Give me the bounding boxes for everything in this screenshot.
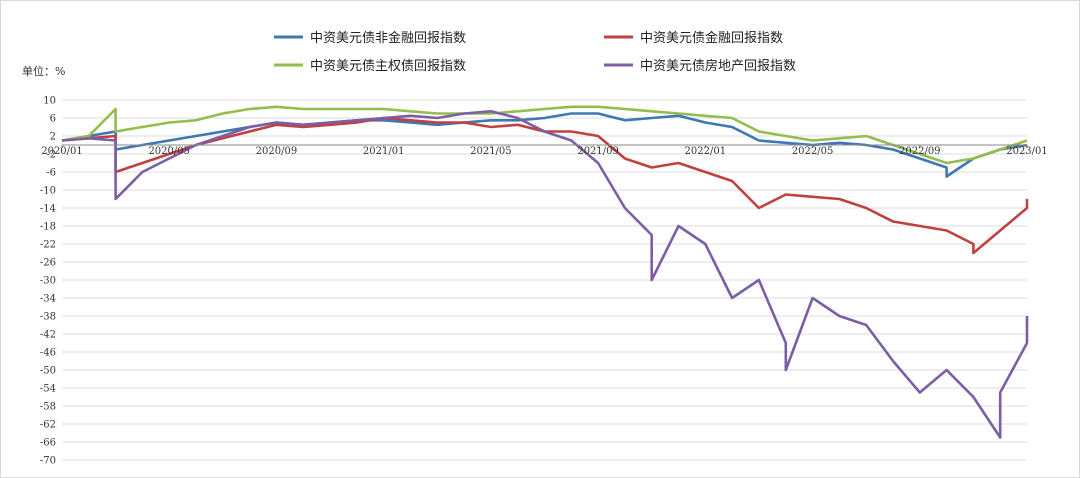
y-tick-label: -34 (40, 294, 56, 305)
y-tick-label: -10 (40, 186, 56, 197)
y-tick-label: -26 (40, 258, 56, 269)
x-tick-label: 2022/01 (685, 146, 727, 157)
y-tick-label: -30 (40, 276, 56, 287)
series-line-1 (61, 116, 1029, 255)
legend-label-sovereign: 中资美元债主权债回报指数 (310, 58, 466, 74)
y-tick-label: -18 (40, 222, 56, 233)
x-tick-label: 2023/01 (1006, 146, 1048, 157)
x-tick-label: 2020/09 (256, 146, 298, 157)
legend-item-realestate: 中资美元债房地产回报指数 (604, 58, 796, 74)
legend: 中资美元债非金融回报指数 中资美元债金融回报指数 中资美元债主权债回报指数 中资… (274, 30, 796, 74)
legend-item-sovereign: 中资美元债主权债回报指数 (274, 58, 466, 74)
series-line-2 (61, 105, 1028, 165)
y-tick-label: -58 (40, 402, 56, 413)
y-tick-label: -42 (40, 330, 56, 341)
x-tick-label: 2020/05 (148, 146, 190, 157)
gridlines (62, 99, 1027, 461)
unit-label: 单位：% (22, 64, 65, 78)
legend-item-nonfinancial: 中资美元债非金融回报指数 (274, 30, 466, 46)
x-axis-ticks: 2020/01 2020/05 2020/09 2021/01 2021/05 2021/… (41, 144, 1048, 157)
x-tick-label: 2022/09 (899, 146, 941, 157)
y-tick-label: -70 (40, 456, 56, 467)
y-tick-label: 10 (43, 96, 56, 107)
y-tick-label: 6 (50, 114, 56, 125)
y-axis-ticks: 10 6 2 -2 -6 -10 -14 -18 -22 -26 -30 -34 -38 -42 -46 -5… (40, 96, 56, 467)
y-tick-label: -50 (40, 366, 56, 377)
legend-label-nonfinancial: 中资美元债非金融回报指数 (310, 30, 466, 46)
y-tick-label: -22 (40, 240, 56, 251)
series-line-0 (61, 112, 1028, 178)
y-tick-label: -54 (40, 384, 56, 395)
x-tick-label: 2022/05 (792, 146, 834, 157)
y-tick-label: 2 (50, 132, 56, 143)
x-tick-label: 2021/05 (470, 146, 512, 157)
y-tick-label: -62 (40, 420, 56, 431)
series-lines (61, 105, 1029, 439)
x-tick-label: 2021/01 (363, 146, 405, 157)
x-tick-label: 2020/01 (41, 146, 83, 157)
legend-label-realestate: 中资美元债房地产回报指数 (640, 58, 796, 74)
legend-label-financial: 中资美元债金融回报指数 (640, 30, 783, 46)
y-tick-label: -14 (40, 204, 56, 215)
legend-item-financial: 中资美元债金融回报指数 (604, 30, 783, 46)
x-tick-label: 2021/09 (577, 146, 619, 157)
y-tick-label: -66 (40, 438, 56, 449)
y-tick-label: -38 (40, 312, 56, 323)
y-tick-label: -6 (46, 168, 56, 179)
series-line-3 (61, 110, 1029, 439)
y-tick-label: -46 (40, 348, 56, 359)
y-tick-label: -2 (46, 150, 56, 161)
